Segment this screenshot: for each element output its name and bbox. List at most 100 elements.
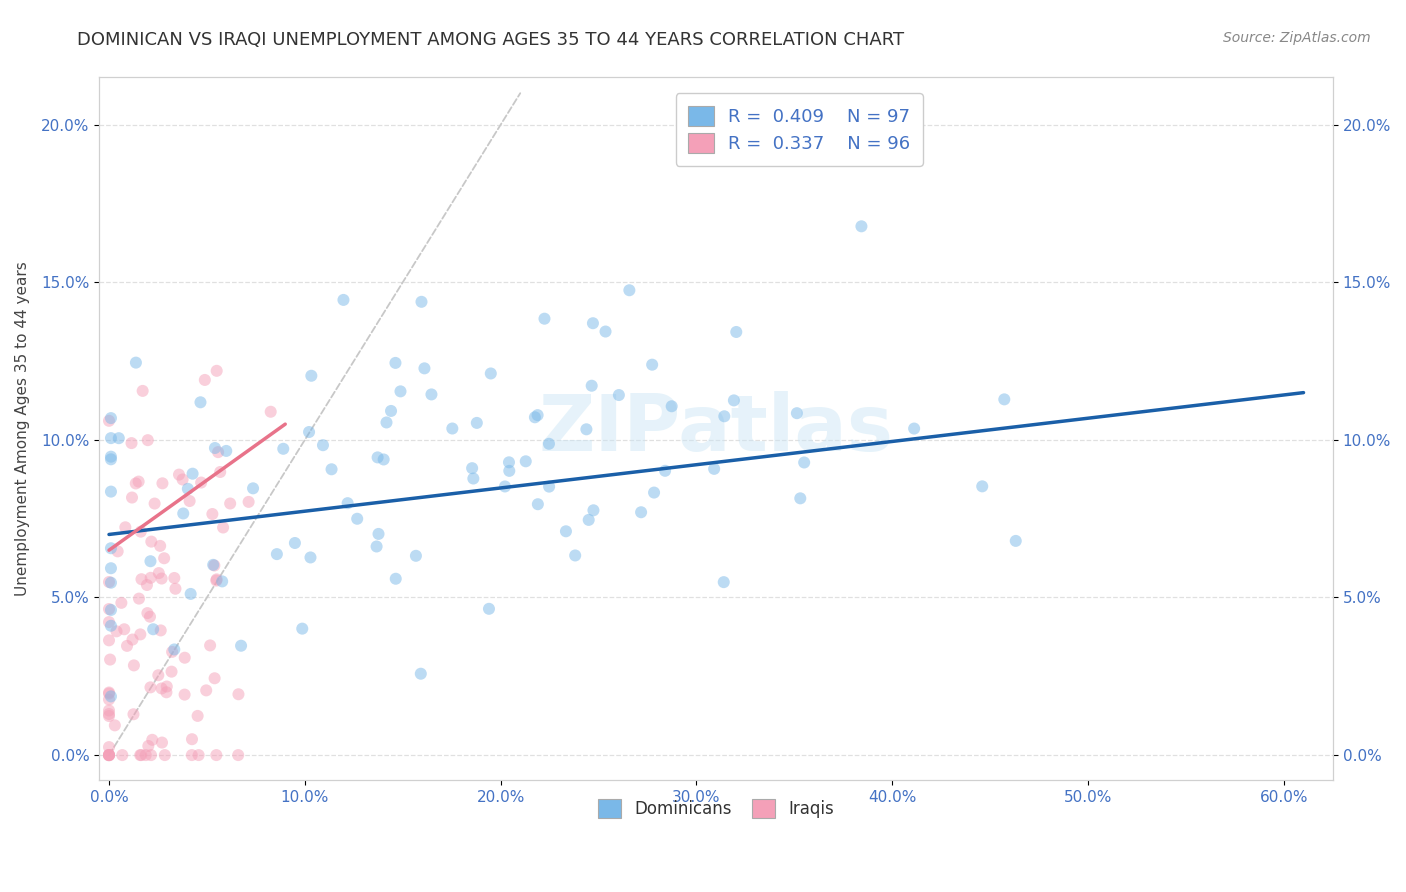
Point xyxy=(107,544,129,558)
Point xyxy=(98,740,121,755)
Point xyxy=(173,650,195,665)
Point xyxy=(180,748,202,763)
Point xyxy=(786,406,808,420)
Point xyxy=(150,572,173,586)
Point xyxy=(229,639,252,653)
Point xyxy=(129,627,152,641)
Point xyxy=(110,596,132,610)
Point xyxy=(98,748,121,763)
Point xyxy=(723,393,745,408)
Point xyxy=(478,602,501,616)
Point xyxy=(366,540,388,554)
Point xyxy=(129,748,152,763)
Point xyxy=(100,450,122,464)
Point xyxy=(139,748,162,763)
Point xyxy=(463,471,485,485)
Point xyxy=(1004,533,1026,548)
Point xyxy=(150,681,173,696)
Point xyxy=(202,558,225,573)
Point xyxy=(129,524,152,539)
Point xyxy=(148,668,170,682)
Point xyxy=(242,481,264,495)
Legend: Dominicans, Iraqis: Dominicans, Iraqis xyxy=(591,793,841,825)
Point xyxy=(156,680,179,694)
Point xyxy=(533,311,555,326)
Point xyxy=(150,735,173,749)
Point xyxy=(98,615,121,629)
Point xyxy=(172,507,194,521)
Point xyxy=(128,475,150,489)
Point xyxy=(177,482,200,496)
Point xyxy=(205,748,228,763)
Point xyxy=(181,732,204,747)
Point xyxy=(121,632,143,647)
Point xyxy=(143,497,166,511)
Point xyxy=(207,445,229,459)
Point xyxy=(384,356,406,370)
Point xyxy=(498,464,520,478)
Point xyxy=(136,578,159,592)
Point xyxy=(238,495,260,509)
Point xyxy=(131,572,153,586)
Point xyxy=(187,748,209,763)
Point xyxy=(384,572,406,586)
Point xyxy=(104,718,127,732)
Point xyxy=(226,748,249,763)
Point xyxy=(100,561,122,575)
Point xyxy=(100,484,122,499)
Point xyxy=(641,358,664,372)
Point xyxy=(373,452,395,467)
Point xyxy=(198,639,221,653)
Point xyxy=(190,395,212,409)
Point xyxy=(654,464,676,478)
Point xyxy=(139,681,162,695)
Point xyxy=(266,547,288,561)
Point xyxy=(205,573,228,587)
Point xyxy=(160,645,183,659)
Point xyxy=(98,748,121,763)
Point xyxy=(179,494,201,508)
Point xyxy=(411,294,433,309)
Point xyxy=(211,574,233,589)
Point xyxy=(336,496,359,510)
Point xyxy=(129,748,152,763)
Point xyxy=(141,534,163,549)
Point xyxy=(209,465,232,479)
Point xyxy=(112,622,135,636)
Point xyxy=(98,574,121,589)
Point xyxy=(153,551,176,566)
Point xyxy=(420,387,443,401)
Point xyxy=(205,574,228,588)
Point xyxy=(142,622,165,636)
Point xyxy=(409,666,432,681)
Point xyxy=(526,408,548,422)
Point xyxy=(136,433,159,447)
Point xyxy=(152,476,174,491)
Point xyxy=(578,513,600,527)
Point xyxy=(98,652,121,666)
Point xyxy=(851,219,873,234)
Point xyxy=(219,496,242,510)
Point xyxy=(98,748,121,763)
Point xyxy=(205,364,228,378)
Point xyxy=(346,512,368,526)
Point xyxy=(498,455,520,469)
Point xyxy=(181,467,204,481)
Point xyxy=(107,431,129,445)
Point xyxy=(163,642,186,657)
Point xyxy=(172,473,194,487)
Point xyxy=(367,527,389,541)
Point xyxy=(125,356,148,370)
Point xyxy=(375,416,398,430)
Point xyxy=(228,687,250,701)
Point xyxy=(494,479,516,493)
Point xyxy=(582,316,605,330)
Point xyxy=(121,436,143,450)
Point xyxy=(149,539,172,553)
Point xyxy=(165,582,187,596)
Point xyxy=(121,491,143,505)
Point xyxy=(479,367,502,381)
Point xyxy=(98,706,121,721)
Point xyxy=(725,325,748,339)
Point xyxy=(523,410,546,425)
